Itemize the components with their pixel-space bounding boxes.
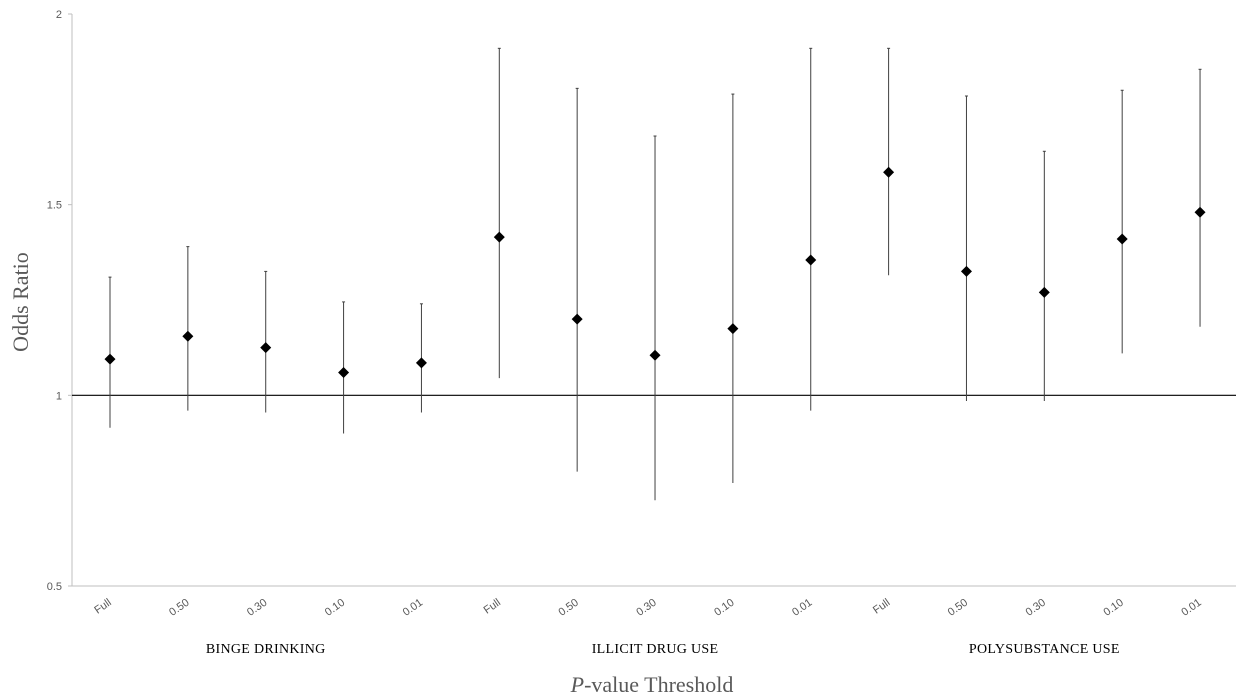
x-axis-title-italic: P xyxy=(570,672,584,697)
data-point xyxy=(493,231,505,243)
data-point xyxy=(260,342,272,354)
group-label: BINGE DRINKING xyxy=(206,642,326,657)
y-tick-label: 2 xyxy=(56,9,62,21)
x-tick-label: Full xyxy=(482,597,503,617)
x-tick-label: 0.30 xyxy=(1024,597,1048,619)
y-tick-label: 1.5 xyxy=(47,200,62,212)
data-point xyxy=(1116,233,1128,245)
x-tick-label: 0.01 xyxy=(1179,597,1203,619)
x-tick-label: 0.10 xyxy=(712,597,736,619)
data-point xyxy=(104,353,116,365)
data-point xyxy=(1194,206,1206,218)
data-point xyxy=(571,313,583,325)
x-tick-label: Full xyxy=(871,597,892,617)
x-tick-label: 0.30 xyxy=(245,597,269,619)
y-tick-label: 1 xyxy=(56,390,62,402)
x-tick-label: 0.10 xyxy=(1101,597,1125,619)
data-point xyxy=(883,166,895,178)
x-tick-label: 0.01 xyxy=(790,597,814,619)
data-point xyxy=(182,330,194,342)
data-point xyxy=(727,323,739,335)
x-tick-label: Full xyxy=(92,597,113,617)
data-point xyxy=(960,265,972,277)
y-axis-title: Odds Ratio xyxy=(8,252,33,352)
y-tick-label: 0.5 xyxy=(47,581,62,593)
x-tick-label: 0.30 xyxy=(634,597,658,619)
data-point xyxy=(805,254,817,266)
data-point xyxy=(1038,286,1050,298)
x-axis-title-rest: -value Threshold xyxy=(584,672,733,697)
x-tick-label: 0.50 xyxy=(167,597,191,619)
group-label: ILLICIT DRUG USE xyxy=(592,642,719,657)
x-tick-label: 0.01 xyxy=(401,597,425,619)
data-point xyxy=(338,366,350,378)
x-tick-label: 0.10 xyxy=(323,597,347,619)
x-tick-label: 0.50 xyxy=(946,597,970,619)
data-point xyxy=(415,357,427,369)
data-point xyxy=(649,349,661,361)
x-axis-title: P-value Threshold xyxy=(570,672,734,697)
x-tick-label: 0.50 xyxy=(556,597,580,619)
plot-area: 0.5 1 1.5 2 Full 0.50 0.30 0.10 0.01 BINGE DRINKI… xyxy=(47,9,1236,657)
group-label: POLYSUBSTANCE USE xyxy=(969,642,1120,657)
